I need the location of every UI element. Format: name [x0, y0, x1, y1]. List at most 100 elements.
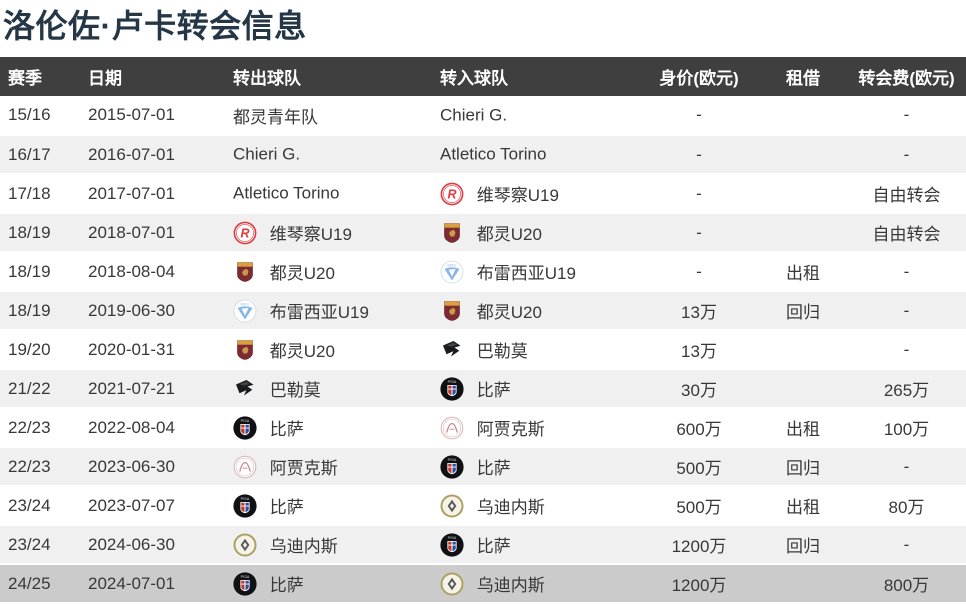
svg-text:PISA: PISA	[241, 575, 250, 579]
from-team-cell: 巴勒莫	[226, 369, 433, 409]
table-header: 赛季 日期 转出球队 转入球队 身价(欧元) 租借 转会费(欧元)	[0, 57, 966, 96]
transfer-fee-cell: -	[847, 525, 966, 565]
transfer-fee-cell: 100万	[847, 408, 966, 448]
from-team-cell: Chieri G.	[226, 135, 433, 175]
transfer-fee-cell: -	[847, 291, 966, 331]
from-team-name: Chieri G.	[233, 144, 301, 164]
svg-text:PISA: PISA	[241, 497, 250, 501]
from-team-cell: 都灵青年队	[226, 96, 433, 136]
transfer-fee-cell: 800万	[847, 564, 966, 604]
team-logo-pisa-icon: PISA	[233, 571, 257, 596]
svg-text:BSFC: BSFC	[447, 263, 457, 267]
from-team-name: 比萨	[269, 498, 304, 517]
team-logo-udinese-icon	[440, 572, 464, 596]
season-cell: 24/25	[0, 564, 80, 604]
col-header-from: 转出球队	[226, 57, 433, 96]
to-team-cell: Chieri G.	[433, 96, 639, 136]
from-team-name: 阿贾克斯	[269, 459, 338, 478]
to-team-cell: PISA 比萨	[433, 447, 639, 487]
team-logo-torino-icon	[440, 221, 464, 245]
team-logo-palermo-icon	[233, 377, 257, 401]
to-team-cell: 都灵U20	[433, 213, 639, 253]
col-header-value: 身价(欧元)	[639, 57, 759, 96]
market-value-cell: -	[639, 213, 759, 253]
to-team-name: 维琴察U19	[476, 186, 559, 205]
season-cell: 18/19	[0, 291, 80, 331]
from-team-cell: 乌迪内斯	[226, 525, 433, 565]
date-cell: 2020-01-31	[80, 330, 226, 370]
table-row: 24/25 2024-07-01 PISA 比萨 乌迪内斯 1200万 800万	[0, 564, 966, 604]
date-cell: 2019-06-30	[80, 291, 226, 331]
team-logo-udinese-icon	[233, 533, 257, 557]
market-value-cell: 13万	[639, 330, 759, 370]
table-row: 19/20 2020-01-31 都灵U20 巴勒莫 13万 -	[0, 330, 966, 370]
team-logo-brescia-icon: BSFC	[440, 260, 464, 284]
market-value-cell: 1200万	[639, 525, 759, 565]
season-cell: 19/20	[0, 330, 80, 370]
transfer-fee-cell: -	[847, 447, 966, 487]
date-cell: 2017-07-01	[80, 174, 226, 214]
to-team-name: 巴勒莫	[476, 342, 528, 361]
to-team-cell: 乌迪内斯	[433, 486, 639, 526]
date-cell: 2024-06-30	[80, 525, 226, 565]
date-cell: 2023-07-07	[80, 486, 226, 526]
from-team-cell: R 维琴察U19	[226, 213, 433, 253]
transfer-fee-cell: 80万	[847, 486, 966, 526]
to-team-cell: 都灵U20	[433, 291, 639, 331]
to-team-name: Chieri G.	[440, 105, 508, 125]
season-cell: 23/24	[0, 525, 80, 565]
from-team-cell: PISA 比萨	[226, 408, 433, 448]
from-team-name: 乌迪内斯	[269, 537, 338, 556]
market-value-cell: -	[639, 135, 759, 175]
from-team-cell: BSFC 布雷西亚U19	[226, 291, 433, 331]
team-logo-palermo-icon	[440, 338, 464, 362]
loan-status-cell: 出租	[759, 486, 847, 526]
loan-status-cell	[759, 174, 847, 214]
to-team-name: 都灵U20	[476, 225, 542, 244]
market-value-cell: 600万	[639, 408, 759, 448]
loan-status-cell: 回归	[759, 525, 847, 565]
season-cell: 15/16	[0, 96, 80, 136]
from-team-name: 巴勒莫	[269, 381, 321, 400]
date-cell: 2016-07-01	[80, 135, 226, 175]
transfer-fee-cell: -	[847, 252, 966, 292]
season-cell: 17/18	[0, 174, 80, 214]
date-cell: 2023-06-30	[80, 447, 226, 487]
to-team-cell: 阿贾克斯	[433, 408, 639, 448]
transfer-fee-cell: 265万	[847, 369, 966, 409]
market-value-cell: 500万	[639, 486, 759, 526]
transfer-fee-cell: -	[847, 96, 966, 136]
to-team-name: 比萨	[476, 459, 511, 478]
svg-text:PISA: PISA	[448, 536, 457, 540]
to-team-cell: PISA 比萨	[433, 525, 639, 565]
from-team-name: 布雷西亚U19	[269, 303, 369, 322]
date-cell: 2022-08-04	[80, 408, 226, 448]
date-cell: 2018-07-01	[80, 213, 226, 253]
page-title: 洛伦佐·卢卡转会信息	[3, 8, 307, 44]
to-team-name: Atletico Torino	[440, 144, 547, 164]
from-team-name: 都灵青年队	[233, 107, 318, 127]
team-logo-torino-icon	[440, 299, 464, 323]
team-logo-vicenza-icon: R	[440, 182, 464, 206]
from-team-name: 都灵U20	[269, 342, 335, 361]
table-row: 21/22 2021-07-21 巴勒莫 PISA 比萨 30万 265万	[0, 369, 966, 409]
loan-status-cell: 出租	[759, 408, 847, 448]
table-row: 16/17 2016-07-01 Chieri G. Atletico Tori…	[0, 135, 966, 175]
market-value-cell: 13万	[639, 291, 759, 331]
season-cell: 16/17	[0, 135, 80, 175]
date-cell: 2021-07-21	[80, 369, 226, 409]
from-team-name: 都灵U20	[269, 264, 335, 283]
team-logo-torino-icon	[233, 338, 257, 362]
from-team-cell: 阿贾克斯	[226, 447, 433, 487]
market-value-cell: -	[639, 96, 759, 136]
transfer-fee-cell: 自由转会	[847, 174, 966, 214]
loan-status-cell	[759, 369, 847, 409]
to-team-cell: BSFC 布雷西亚U19	[433, 252, 639, 292]
col-header-season: 赛季	[0, 57, 80, 96]
team-logo-torino-icon	[233, 260, 257, 284]
table-row: 23/24 2023-07-07 PISA 比萨 乌迪内斯 500万 出租 80…	[0, 486, 966, 526]
season-cell: 22/23	[0, 447, 80, 487]
to-team-cell: 乌迪内斯	[433, 564, 639, 604]
market-value-cell: -	[639, 174, 759, 214]
table-row: 22/23 2022-08-04 PISA 比萨 阿贾克斯 600万 出租 10…	[0, 408, 966, 448]
